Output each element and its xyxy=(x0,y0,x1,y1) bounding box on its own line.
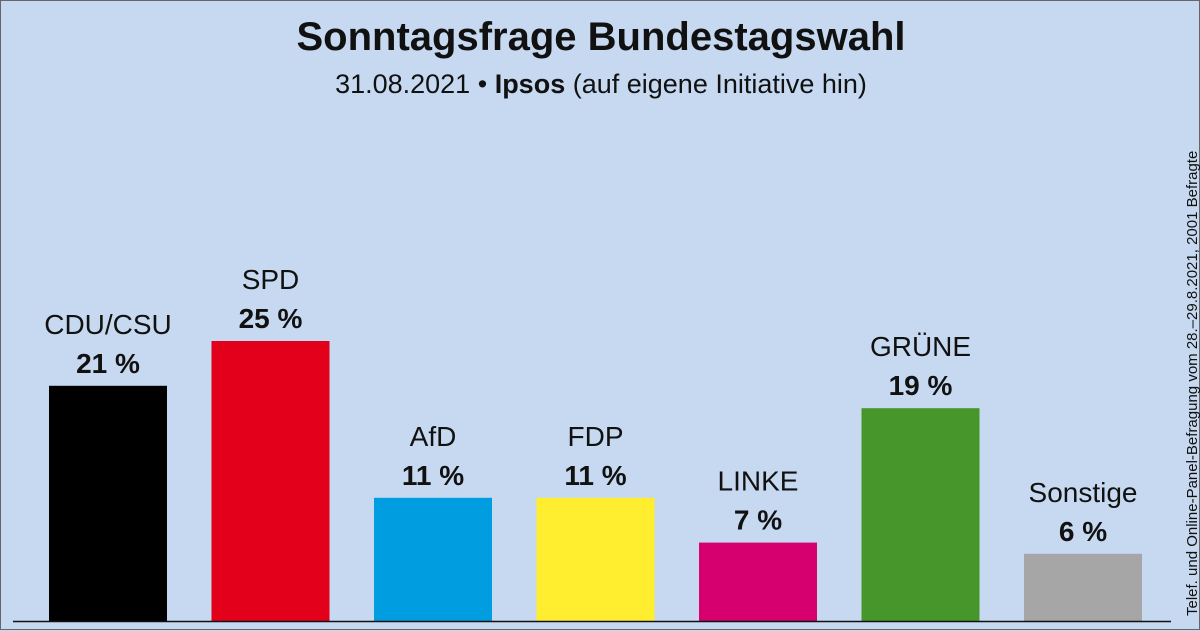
subtitle-date: 31.08.2021 xyxy=(335,69,471,99)
bar-linke xyxy=(699,542,817,621)
value-label-linke: 7 % xyxy=(734,505,782,536)
category-label-gr-ne: GRÜNE xyxy=(870,331,971,362)
category-label-linke: LINKE xyxy=(718,466,799,497)
chart-title: Sonntagsfrage Bundestagswahl xyxy=(296,15,906,59)
bar-afd xyxy=(374,497,492,621)
subtitle-institute: Ipsos xyxy=(494,69,566,99)
bar-fdp xyxy=(536,497,655,621)
value-label-spd: 25 % xyxy=(239,303,303,334)
bar-gr-ne xyxy=(861,408,980,621)
category-label-sonstige: Sonstige xyxy=(1029,477,1138,508)
chart-subtitle: 31.08.2021 • Ipsos (auf eigene Initiativ… xyxy=(1,69,1200,100)
value-label-fdp: 11 % xyxy=(564,460,626,491)
value-label-afd: 11 % xyxy=(402,460,464,491)
subtitle-note: (auf eigene Initiative hin) xyxy=(572,69,867,99)
value-label-sonstige: 6 % xyxy=(1059,516,1107,547)
category-label-cdu-csu: CDU/CSU xyxy=(44,309,172,340)
value-label-gr-ne: 19 % xyxy=(889,370,953,401)
bar-sonstige xyxy=(1024,553,1142,621)
bar-cdu-csu xyxy=(49,385,167,621)
subtitle-separator: • xyxy=(477,69,488,99)
value-label-cdu-csu: 21 % xyxy=(76,348,140,379)
category-label-spd: SPD xyxy=(242,264,300,295)
category-label-fdp: FDP xyxy=(568,421,624,452)
category-label-afd: AfD xyxy=(410,421,457,452)
bar-spd xyxy=(211,341,330,621)
survey-note: Telef. und Online-Panel-Befragung vom 28… xyxy=(1184,150,1200,616)
